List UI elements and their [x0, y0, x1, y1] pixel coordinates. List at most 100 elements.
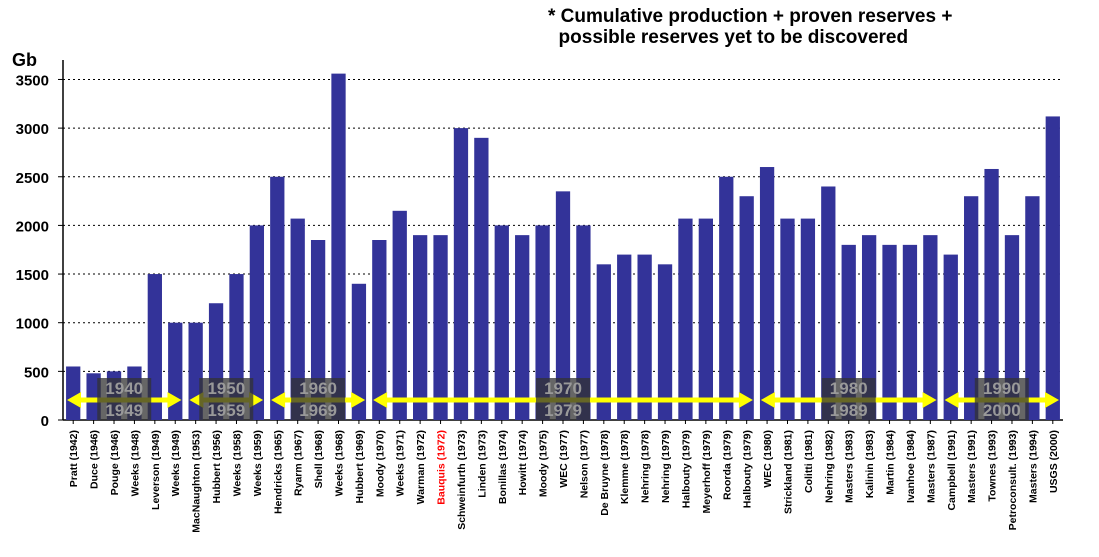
x-tick-label: Weeks (1971): [395, 430, 407, 496]
bar: [147, 274, 162, 420]
decade-start-label: 1950: [207, 379, 245, 398]
decade-label-box: [974, 378, 1029, 420]
bar: [902, 244, 918, 420]
x-tick-label: Schweinfurth (1973): [456, 430, 468, 530]
bar: [821, 186, 836, 420]
bar: [964, 196, 979, 420]
note-line-2: possible reserves yet to be discovered: [548, 27, 909, 48]
x-tick-label: De Bruyne (1978): [599, 430, 611, 516]
decade-end-label: 1989: [830, 401, 868, 420]
bar: [739, 196, 754, 420]
bar: [474, 137, 489, 421]
x-tick-label: Linden (1973): [476, 430, 488, 498]
bar: [535, 225, 550, 420]
decade-end-label: 1959: [207, 401, 245, 420]
bar: [698, 218, 713, 420]
x-tick-label: Shell (1968): [313, 430, 325, 488]
decade-arrow-left-head: [760, 392, 775, 408]
decade-arrow-left-head: [944, 392, 959, 408]
bar: [780, 218, 795, 420]
bar: [923, 235, 938, 420]
x-tick-label: Pouge (1946): [109, 430, 121, 495]
y-tick-label: 3500: [16, 72, 49, 89]
bar: [515, 235, 530, 420]
note-line-1: * Cumulative production + proven reserve…: [548, 6, 953, 27]
x-tick-label: Ryarm (1967): [293, 430, 305, 496]
bar: [66, 366, 81, 420]
bar: [984, 168, 999, 420]
x-tick-label: Meyerhoff (1979): [701, 430, 713, 513]
decade-label-box: [536, 378, 590, 420]
bar: [841, 244, 856, 420]
x-tick-label: Moody (1975): [538, 430, 550, 497]
bar: [413, 235, 428, 420]
y-tick-label: 1000: [16, 316, 49, 333]
x-tick-label: Bauquis (1972): [436, 430, 448, 505]
decade-arrow-right-head: [1045, 392, 1059, 408]
bar: [1045, 116, 1060, 420]
decade-start-label: 1940: [105, 379, 143, 398]
bar: [433, 235, 448, 420]
bar: [331, 73, 346, 421]
decade-start-label: 1970: [544, 379, 582, 398]
x-tick-label: Weeks (1949): [170, 430, 182, 496]
bar: [86, 373, 101, 420]
x-tick-label: Klemme (1978): [619, 430, 631, 504]
x-tick-label: Hubbert (1956): [211, 430, 223, 504]
bar: [249, 225, 265, 420]
decade-start-label: 1980: [830, 379, 868, 398]
bar: [351, 283, 367, 420]
x-tick-label: Howitt (1974): [517, 430, 529, 495]
x-tick-label: Nehring (1982): [823, 430, 835, 503]
x-tick-label: USGS (2000): [1048, 430, 1060, 493]
bar: [1025, 196, 1040, 420]
decade-end-label: 1969: [299, 401, 337, 420]
bar: [678, 218, 693, 420]
x-tick-label: Hendricks (1965): [272, 430, 284, 514]
x-tick-label: Moody (1970): [374, 430, 386, 497]
bar: [759, 167, 775, 420]
bar: [719, 176, 734, 420]
x-tick-label: Masters (1983): [844, 430, 856, 503]
x-tick-label: Ivanhoe (1984): [905, 430, 917, 503]
y-tick-label: 2000: [16, 218, 49, 235]
x-tick-label: Nehring (1978): [640, 430, 652, 503]
x-tick-label: Halbouty (1979): [742, 430, 754, 508]
x-tick-label: Leverson (1949): [150, 430, 162, 510]
bar: [555, 191, 571, 420]
x-tick-label: Martin (1984): [885, 430, 897, 495]
bar: [1004, 235, 1020, 420]
decade-arrow-right-head: [738, 392, 753, 408]
bar: [637, 254, 652, 420]
x-tick-label: Bonillas (1974): [497, 430, 509, 504]
x-tick-label: Pratt (1942): [68, 430, 80, 487]
x-tick-label: Kalinin (1983): [864, 430, 876, 498]
x-tick-label: Campbell (1991): [946, 430, 958, 511]
decade-arrow-left-head: [67, 392, 81, 408]
x-tick-label: Weeks (1968): [334, 430, 346, 496]
decade-end-label: 2000: [983, 401, 1021, 420]
bar: [800, 218, 816, 420]
decade-arrow-right-head: [922, 392, 937, 408]
x-tick-label: Strickland (1981): [782, 430, 794, 514]
decade-start-label: 1960: [299, 379, 337, 398]
x-tick-label: MacNaughton (1953): [191, 430, 203, 533]
x-tick-label: Townes (1993): [987, 430, 999, 502]
bar: [270, 176, 285, 420]
bar: [861, 235, 877, 420]
x-tick-label: Colitti (1981): [803, 430, 815, 493]
x-tick-label: WEC (1977): [558, 430, 570, 488]
decade-start-label: 1990: [983, 379, 1021, 398]
x-tick-label: Nelson (1977): [578, 430, 590, 498]
decade-label-box: [97, 378, 152, 420]
bar: [576, 225, 591, 420]
x-tick-label: Weeks (1958): [231, 430, 243, 496]
bar: [617, 254, 632, 420]
y-tick-label: 1500: [16, 267, 49, 284]
bar: [453, 128, 469, 421]
decade-arrow-right-head: [167, 392, 182, 408]
y-tick-label: 2500: [16, 170, 49, 187]
bar: [392, 210, 407, 420]
y-tick-label: 3000: [16, 121, 49, 138]
